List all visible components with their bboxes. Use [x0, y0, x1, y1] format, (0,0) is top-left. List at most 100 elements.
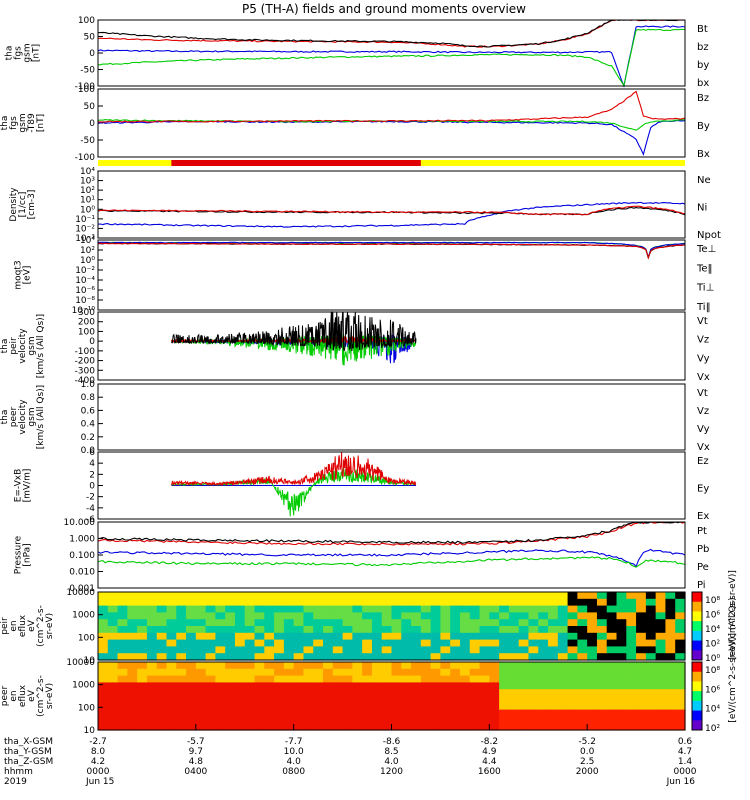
- colorbar-tick-label: 10²: [705, 724, 720, 734]
- spectrogram-cell: [195, 709, 207, 717]
- panel-peer_en: 10⁸ 10⁶ 10⁴ 10² 10000 1000 100 10 thapeereneflux…: [0, 658, 720, 736]
- spectrogram-cell: [645, 662, 657, 670]
- spectrogram-cell: [332, 646, 344, 654]
- spectrogram-cell: [411, 668, 422, 677]
- spectrogram-cell: [274, 639, 285, 647]
- spectrogram-cell: [244, 612, 256, 620]
- spectrogram-cell: [156, 675, 168, 683]
- spectrogram-cell: [596, 646, 608, 654]
- spectrogram-cell: [342, 696, 353, 704]
- spectrogram-cell: [244, 605, 256, 613]
- spectrogram-cell: [195, 632, 207, 641]
- spectrogram-cell: [186, 626, 197, 634]
- spectrogram-cell: [313, 702, 324, 711]
- spectrogram-cell: [274, 632, 285, 641]
- spectrogram-cell: [264, 646, 275, 654]
- spectrogram-cell: [459, 592, 471, 600]
- spectrogram-cell: [401, 619, 412, 627]
- legend-entry: Vx: [697, 442, 710, 453]
- spectrogram-cell: [557, 626, 569, 634]
- spectrogram-cell: [440, 632, 451, 641]
- spectrogram-cell: [146, 716, 158, 724]
- spectrogram-cell: [567, 653, 578, 661]
- spectrogram-cell: [303, 709, 314, 717]
- spectrogram-cell: [205, 675, 216, 683]
- spectrogram-cell: [518, 619, 530, 627]
- y-tick-label: -100: [75, 82, 96, 92]
- spectrogram-cell: [518, 612, 530, 620]
- spectrogram-cell: [303, 626, 314, 634]
- spectrogram-cell: [557, 598, 569, 607]
- spectrogram-cell: [645, 612, 657, 620]
- colorbar-peer_en: 10⁸ 10⁶ 10⁴ 10²: [691, 661, 720, 734]
- spectrogram-cell: [665, 653, 676, 661]
- spectrogram-cell: [469, 675, 481, 683]
- spectrogram-cell: [626, 675, 637, 683]
- spectrogram-cell: [195, 696, 207, 704]
- spectrogram-cell: [274, 598, 285, 607]
- spectrogram-cell: [567, 696, 578, 704]
- spectrogram-cell: [225, 709, 236, 717]
- series-line-Ey: [170, 467, 417, 517]
- spectrogram-cell: [440, 619, 451, 627]
- spectrogram-cell: [137, 675, 148, 683]
- spectrogram-cell: [107, 709, 119, 717]
- spectrogram-cell: [195, 626, 207, 634]
- spectrogram-cell: [137, 716, 148, 724]
- spectrogram-cell: [557, 689, 569, 697]
- spectrogram-cell: [587, 639, 598, 647]
- spectrogram-cell: [303, 639, 314, 647]
- spectrogram-cell: [323, 716, 334, 724]
- spectrogram-cell: [293, 653, 305, 661]
- spectrogram-cell: [616, 702, 627, 711]
- spectrogram-cell: [303, 723, 314, 731]
- spectrogram-cell: [411, 626, 422, 634]
- spectrogram-cell: [283, 682, 295, 690]
- legend-entry: Vx: [697, 372, 710, 383]
- spectrogram-cell: [127, 723, 138, 731]
- spectrogram-cell: [567, 619, 578, 627]
- spectrogram-cell: [166, 632, 177, 641]
- spectrogram-cell: [626, 639, 637, 647]
- series-line-Ti⊥: [97, 241, 685, 260]
- spectrogram-cell: [616, 646, 627, 654]
- spectrogram-cell: [107, 675, 119, 683]
- spectrogram-cell: [645, 598, 657, 607]
- spectrogram-cell: [225, 626, 236, 634]
- spectrogram-cell: [283, 702, 295, 711]
- spectrogram-cell: [205, 709, 216, 717]
- spectrogram-cell: [665, 682, 676, 690]
- spectrogram-cell: [655, 675, 667, 683]
- spectrogram-cell: [528, 709, 539, 717]
- spectrogram-cell: [381, 612, 393, 620]
- spectrogram-cell: [489, 646, 500, 654]
- spectrogram-cell: [283, 646, 295, 654]
- spectrogram-cell: [391, 626, 402, 634]
- spectrogram-cell: [352, 675, 363, 683]
- spectrogram-cell: [166, 662, 177, 670]
- spectrogram-cell: [303, 646, 314, 654]
- spectrogram-cell: [401, 598, 412, 607]
- spectrogram-cell: [283, 605, 295, 613]
- spectrogram-cell: [391, 662, 402, 670]
- spectrogram-cell: [440, 723, 451, 731]
- spectrogram-cell: [137, 653, 148, 661]
- spectrogram-cell: [381, 605, 393, 613]
- spectrogram-cell: [528, 612, 539, 620]
- spectrogram-cell: [127, 646, 138, 654]
- spectrogram-cell: [518, 682, 530, 690]
- spectrogram-cell: [587, 723, 598, 731]
- spectrogram-cell: [303, 605, 314, 613]
- spectrogram-cell: [176, 723, 187, 731]
- spectrogram-cell: [176, 626, 187, 634]
- spectrogram-cell: [499, 668, 510, 677]
- spectrogram-cell: [107, 605, 119, 613]
- spectrogram-cell: [538, 716, 549, 724]
- legend-entry: bx: [697, 78, 709, 89]
- spectrogram-cell: [127, 639, 138, 647]
- y-axis-label: [nPa]: [23, 543, 33, 566]
- spectrogram-cell: [234, 632, 246, 641]
- spectrogram-cell: [371, 598, 383, 607]
